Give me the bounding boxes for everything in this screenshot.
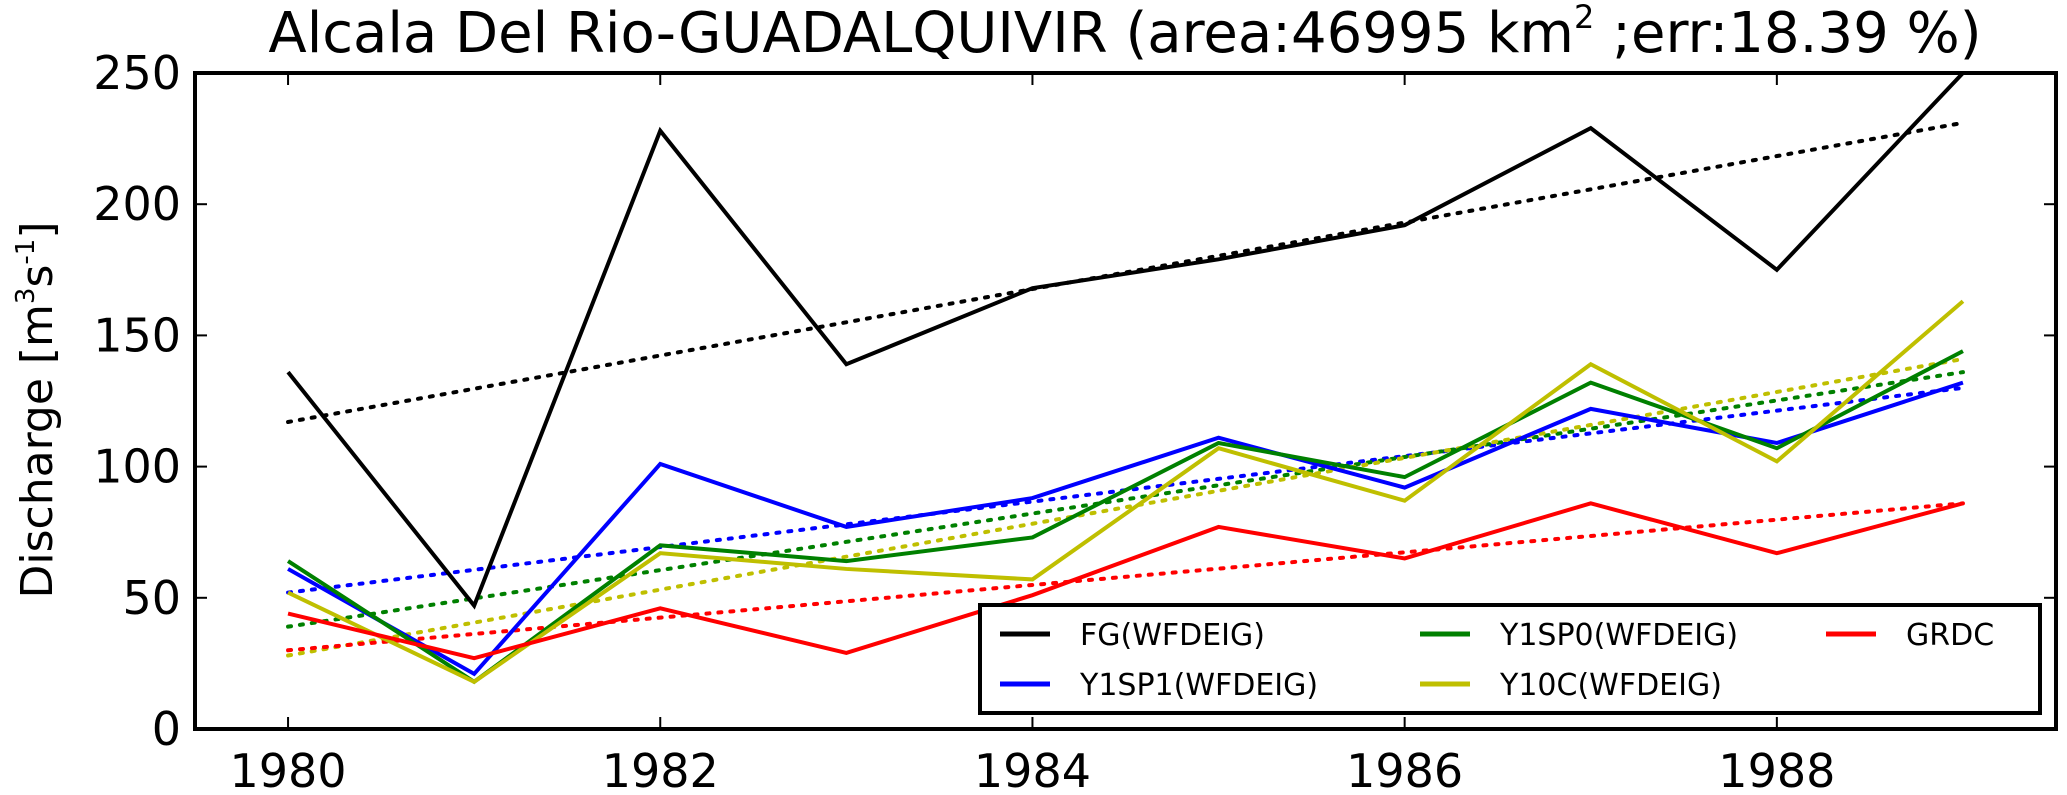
x-tick-label: 1988 bbox=[1718, 744, 1835, 795]
x-tick-label: 1986 bbox=[1346, 744, 1463, 795]
legend-label-3: Y10C(WFDEIG) bbox=[1499, 668, 1722, 703]
series-line-4 bbox=[287, 501, 1964, 661]
x-tick-label: 1980 bbox=[230, 744, 347, 795]
y-tick-label: 100 bbox=[93, 440, 181, 494]
series-line-0 bbox=[286, 71, 1965, 610]
legend-label-1: Y1SP1(WFDEIG) bbox=[1079, 668, 1318, 703]
y-tick-label: 150 bbox=[93, 308, 181, 362]
chart-title: Alcala Del Rio-GUADALQUIVIR (area:46995 … bbox=[268, 0, 1981, 66]
y-axis-label: Discharge [m3s-1] bbox=[11, 222, 63, 599]
series-line-1 bbox=[287, 380, 1964, 677]
y-tick-label: 250 bbox=[93, 46, 181, 100]
trend-line-2 bbox=[286, 370, 1965, 629]
legend-label-2: Y1SP0(WFDEIG) bbox=[1499, 618, 1738, 653]
legend-box bbox=[978, 603, 2042, 715]
y-tick-label: 50 bbox=[122, 571, 181, 625]
trend-line-4 bbox=[286, 501, 1965, 653]
y-tick-label: 200 bbox=[93, 177, 181, 231]
plot-frame bbox=[193, 71, 2058, 731]
axis-ticks: 1980 1982 1984 1986 1988 0 50 100 150 200 250 bbox=[93, 46, 2056, 795]
series-lines bbox=[286, 71, 1965, 685]
x-tick-label: 1982 bbox=[602, 744, 719, 795]
x-tick-label: 1984 bbox=[974, 744, 1091, 795]
legend: FG(WFDEIG) Y1SP0(WFDEIG) GRDC Y1SP1(WFDEIG)… bbox=[978, 603, 2042, 715]
legend-label-0: FG(WFDEIG) bbox=[1080, 618, 1265, 653]
trend-line-3 bbox=[286, 357, 1965, 658]
series-line-3 bbox=[287, 299, 1965, 685]
series-line-2 bbox=[286, 349, 1964, 685]
trend-lines bbox=[286, 120, 1965, 658]
legend-label-4: GRDC bbox=[1906, 618, 1994, 653]
y-tick-label: 0 bbox=[152, 702, 181, 756]
